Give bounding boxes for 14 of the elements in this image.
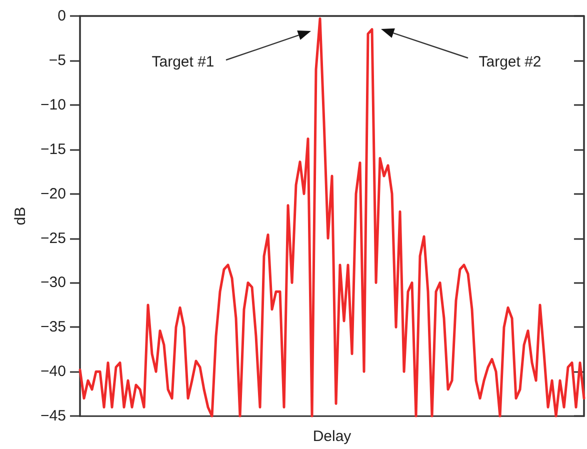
y-tick-label: −10	[40, 96, 66, 114]
y-tick-label: −20	[40, 185, 66, 202]
y-tick-label: −25	[40, 230, 66, 247]
y-tick-label: 0	[58, 8, 66, 24]
y-tick-label: −5	[48, 52, 66, 69]
y-tick-label: −45	[40, 408, 66, 425]
annotation: Target #1	[152, 54, 214, 70]
annotation: Target #2	[478, 54, 542, 70]
y-tick-label: −15	[40, 140, 66, 158]
y-tick-label: −30	[40, 274, 66, 292]
y-tick-label: −40	[40, 363, 66, 380]
y-axis-title: dB	[12, 206, 29, 226]
y-tick-label: −35	[40, 318, 66, 336]
x-axis-title: Delay	[312, 428, 352, 445]
